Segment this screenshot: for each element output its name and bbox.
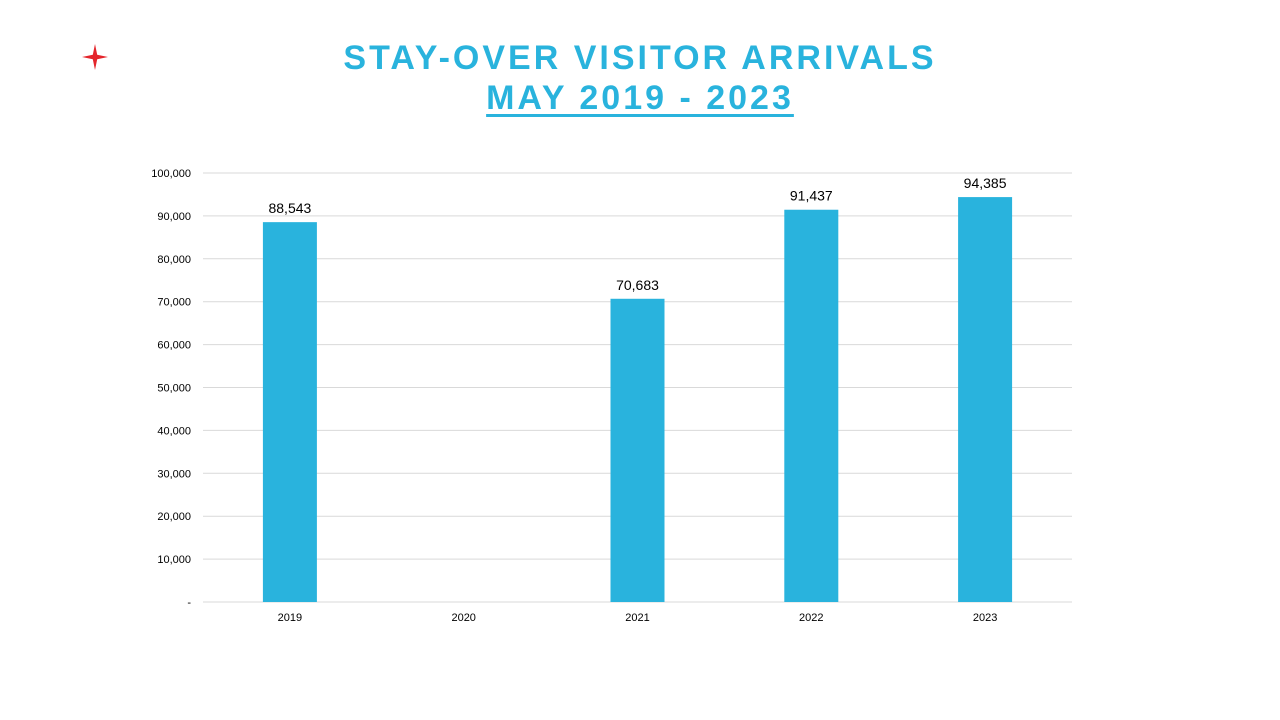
bar-2019	[262, 222, 317, 603]
y-tick-label: 100,000	[151, 168, 191, 180]
y-tick-label: -	[187, 597, 191, 609]
bar-2021	[610, 298, 665, 602]
y-tick-label: 50,000	[157, 383, 191, 395]
x-tick-label: 2020	[451, 612, 475, 624]
data-label: 88,543	[268, 200, 311, 216]
bar-2023	[958, 197, 1013, 602]
x-tick-label: 2022	[799, 612, 823, 624]
x-tick-label: 2021	[625, 612, 649, 624]
data-label: 70,683	[616, 277, 659, 293]
chart-title: STAY-OVER VISITOR ARRIVALS MAY 2019 - 20…	[0, 38, 1280, 118]
y-tick-label: 90,000	[157, 211, 191, 223]
data-label: 94,385	[964, 175, 1007, 191]
y-tick-label: 40,000	[157, 425, 191, 437]
y-tick-label: 20,000	[157, 511, 191, 523]
x-tick-label: 2019	[278, 612, 302, 624]
y-tick-label: 80,000	[157, 254, 191, 266]
y-tick-label: 60,000	[157, 340, 191, 352]
y-tick-label: 70,000	[157, 297, 191, 309]
chart-title-line2: MAY 2019 - 2023	[486, 79, 794, 117]
data-label: 91,437	[790, 188, 833, 204]
bar-2022	[784, 209, 839, 602]
x-tick-label: 2023	[973, 612, 997, 624]
red-star-icon	[82, 44, 108, 70]
chart-title-line1: STAY-OVER VISITOR ARRIVALS	[343, 39, 937, 77]
y-tick-label: 10,000	[157, 554, 191, 566]
y-tick-label: 30,000	[157, 468, 191, 480]
